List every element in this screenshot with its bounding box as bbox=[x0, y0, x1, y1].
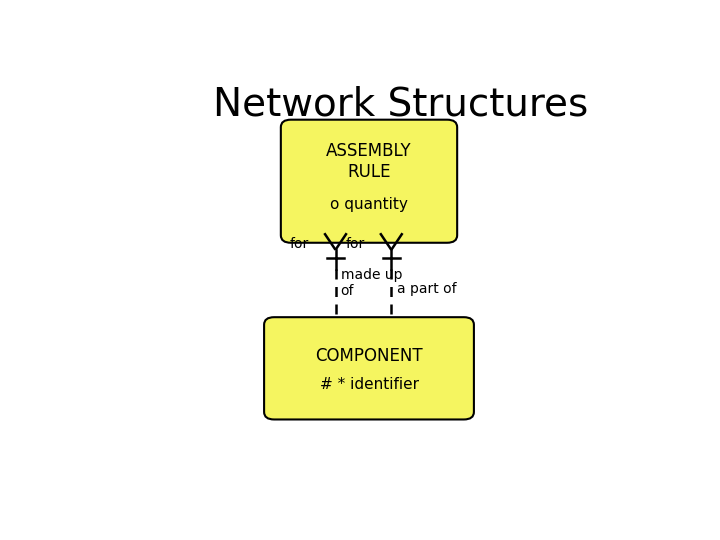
Text: Network Structures: Network Structures bbox=[213, 85, 588, 124]
FancyBboxPatch shape bbox=[281, 120, 457, 243]
Text: # * identifier: # * identifier bbox=[320, 377, 418, 393]
Text: COMPONENT: COMPONENT bbox=[315, 347, 423, 365]
Text: ASSEMBLY
RULE: ASSEMBLY RULE bbox=[326, 142, 412, 181]
Text: o quantity: o quantity bbox=[330, 197, 408, 212]
Text: made up
of: made up of bbox=[341, 268, 402, 298]
Text: for: for bbox=[289, 238, 309, 252]
Text: a part of: a part of bbox=[397, 281, 457, 295]
Text: for: for bbox=[346, 238, 365, 252]
FancyBboxPatch shape bbox=[264, 317, 474, 420]
